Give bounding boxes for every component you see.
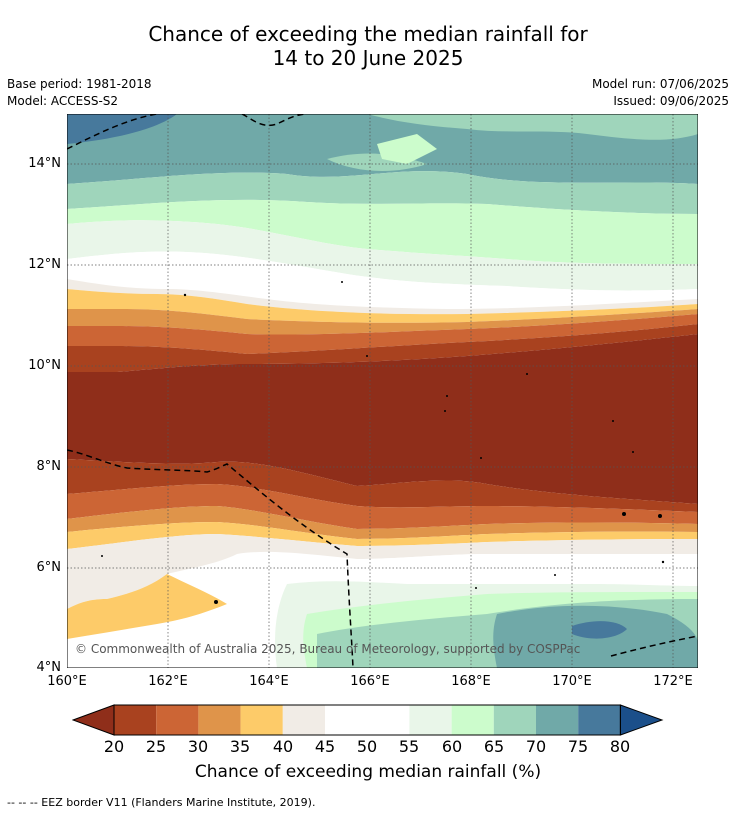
colorbar-label-80: 80 bbox=[609, 737, 631, 756]
graticule bbox=[67, 114, 698, 668]
lat-label-8n: 8°N bbox=[36, 459, 62, 474]
colorbar-swatch-50-55 bbox=[367, 705, 410, 735]
colorbar-label-40: 40 bbox=[272, 737, 294, 756]
colorbar-label-35: 35 bbox=[229, 737, 251, 756]
map-title-line2: 14 to 20 June 2025 bbox=[272, 46, 464, 70]
lat-label-6n: 6°N bbox=[36, 560, 62, 575]
colorbar-extend-low bbox=[72, 704, 115, 736]
band-55-60 bbox=[67, 220, 698, 291]
band-35-40-upper bbox=[67, 289, 698, 323]
band-30-35-upper bbox=[67, 309, 698, 335]
colorbar-swatch-70-75 bbox=[536, 705, 579, 735]
colorbar-label-60: 60 bbox=[441, 737, 463, 756]
colorbar-label-30: 30 bbox=[187, 737, 209, 756]
band-35-40-lower bbox=[67, 522, 698, 549]
band-45-55 bbox=[67, 251, 698, 309]
colorbar-swatch-75-80 bbox=[578, 705, 621, 735]
band-60-65 bbox=[67, 199, 698, 264]
colorbar-swatch-35-40 bbox=[240, 705, 283, 735]
model-name: Model: ACCESS-S2 bbox=[7, 94, 119, 108]
band-75-80-top bbox=[67, 114, 177, 144]
colorbar-label-45: 45 bbox=[314, 737, 336, 756]
colorbar-swatch-25-30 bbox=[156, 705, 199, 735]
colorbar-swatch-30-35 bbox=[198, 705, 241, 735]
band-60-65-island bbox=[377, 134, 437, 164]
colorbar-label-25: 25 bbox=[145, 737, 167, 756]
band-25-30-lower bbox=[67, 484, 698, 529]
colorbar-label-50: 50 bbox=[356, 737, 378, 756]
lon-label-162e: 162°E bbox=[148, 674, 188, 689]
model-run: Model run: 07/06/2025 bbox=[591, 77, 729, 91]
band-below-20 bbox=[67, 334, 698, 504]
colorbar-swatch-20-25 bbox=[114, 705, 157, 735]
colorbar-label-20: 20 bbox=[103, 737, 125, 756]
colorbar-swatch-55-60 bbox=[409, 705, 452, 735]
band-65-70-a bbox=[367, 114, 698, 140]
lon-label-170e: 170°E bbox=[552, 674, 592, 689]
lon-label-164e: 164°E bbox=[249, 674, 289, 689]
map-title-line1: Chance of exceeding the median rainfall … bbox=[148, 22, 588, 46]
band-40-45-lower bbox=[67, 534, 698, 609]
band-30-35-lower bbox=[67, 506, 698, 539]
lat-label-12n: 12°N bbox=[28, 257, 61, 272]
band-25-30-upper bbox=[67, 314, 698, 354]
colorbar-label-55: 55 bbox=[398, 737, 420, 756]
eez-legend-note: -- -- -- EEZ border V11 (Flanders Marine… bbox=[7, 796, 316, 809]
band-20-25-upper bbox=[67, 324, 698, 372]
issued-date: Issued: 09/06/2025 bbox=[613, 94, 729, 108]
lon-label-168e: 168°E bbox=[451, 674, 491, 689]
colorbar-label-70: 70 bbox=[525, 737, 547, 756]
lat-label-4n: 4°N bbox=[36, 660, 62, 675]
base-period: Base period: 1981-2018 bbox=[7, 77, 152, 91]
band-75-80-lower bbox=[572, 621, 627, 639]
rainfall-probability-map: © Commonwealth of Australia 2025, Bureau… bbox=[67, 114, 698, 668]
lat-label-10n: 10°N bbox=[28, 358, 61, 373]
colorbar-extend-high bbox=[619, 704, 664, 736]
colorbar-swatch-60-65 bbox=[451, 705, 494, 735]
lon-label-166e: 166°E bbox=[350, 674, 390, 689]
band-35-40-pocket bbox=[67, 574, 227, 639]
band-45-55-lower bbox=[267, 554, 698, 584]
copyright-text: © Commonwealth of Australia 2025, Bureau… bbox=[75, 642, 580, 656]
colorbar-swatch-45-50 bbox=[325, 705, 368, 735]
lon-label-172e: 172°E bbox=[653, 674, 693, 689]
eez-border bbox=[67, 114, 698, 668]
colorbar-swatch-40-45 bbox=[282, 705, 325, 735]
colorbar-swatch-65-70 bbox=[493, 705, 536, 735]
colorbar-label-65: 65 bbox=[483, 737, 505, 756]
islands bbox=[101, 281, 665, 604]
colorbar-title: Chance of exceeding median rainfall (%) bbox=[194, 762, 542, 782]
lat-label-14n: 14°N bbox=[28, 156, 61, 171]
band-20-25-lower bbox=[67, 459, 698, 512]
colorbar bbox=[72, 704, 664, 736]
colorbar-label-75: 75 bbox=[567, 737, 589, 756]
band-65-70-b bbox=[67, 171, 698, 214]
lon-label-160e: 160°E bbox=[47, 674, 87, 689]
